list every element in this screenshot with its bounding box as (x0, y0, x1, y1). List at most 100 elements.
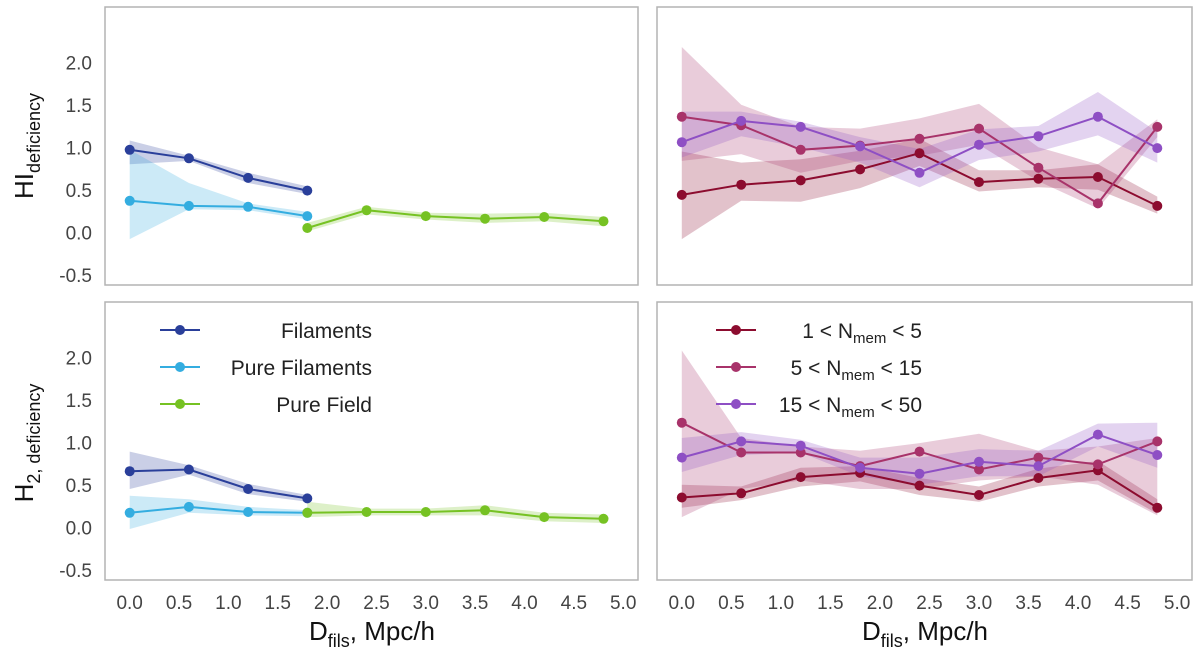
point-filaments (302, 493, 313, 504)
x-tick-label: 1.0 (215, 593, 241, 614)
point-filaments (302, 185, 313, 196)
point-5-nmem-15 (1152, 121, 1163, 132)
point-pure-field (361, 507, 372, 517)
point-5-nmem-15 (974, 123, 984, 134)
point-1-nmem-5 (736, 488, 747, 499)
x-tick-label: 3.0 (966, 593, 992, 614)
point-pure-field (480, 213, 490, 224)
x-tick-label: 2.0 (314, 593, 340, 614)
legend-marker-nmem-15-50 (731, 399, 741, 409)
panel-h2-environment: -0.5 0.0 0.5 1.0 1.5 2.0 0.0 0.5 1.0 1.5 2.0 2.5 3.0… (59, 301, 639, 614)
point-filaments (124, 466, 135, 477)
x-tick-label: 0.5 (718, 593, 744, 614)
point-filaments (183, 464, 194, 475)
point-pure-filaments (302, 211, 313, 222)
point-15-nmem-50 (736, 436, 747, 447)
legend-marker-pure-field (175, 399, 185, 409)
legend-label-nmem-15-50: 15 < Nmem < 50 (779, 394, 922, 421)
y-tick-label: 0.5 (66, 476, 92, 497)
x-tick-label: 4.0 (1065, 593, 1091, 614)
panel-hi-groups (656, 6, 1193, 286)
x-tick-label: 5.0 (1164, 593, 1190, 614)
y-tick-label: 2.0 (66, 53, 92, 74)
x-tick-label: 0.5 (166, 593, 192, 614)
point-1-nmem-5 (974, 177, 984, 188)
x-tick-label: 5.0 (610, 593, 636, 614)
point-1-nmem-5 (1152, 502, 1163, 513)
panel-frame (104, 6, 639, 286)
legend-label-nmem-1-5: 1 < Nmem < 5 (802, 320, 922, 347)
point-5-nmem-15 (974, 464, 984, 475)
point-5-nmem-15 (1033, 452, 1044, 463)
point-15-nmem-50 (1092, 429, 1103, 440)
line-pure-filaments (129, 505, 308, 514)
point-1-nmem-5 (1033, 173, 1044, 184)
point-15-nmem-50 (795, 121, 806, 132)
point-pure-field (598, 513, 609, 524)
point-pure-field (302, 507, 313, 518)
point-1-nmem-5 (795, 175, 806, 186)
point-1-nmem-5 (676, 492, 687, 503)
point-15-nmem-50 (974, 456, 984, 467)
band-filaments (129, 451, 308, 502)
y-tick-label: 0.0 (66, 223, 92, 244)
point-filaments (243, 172, 254, 183)
panel-frame (656, 6, 1193, 286)
legend-groups: 1 < Nmem < 5 5 < Nmem < 15 15 < Nmem < 5… (716, 320, 922, 421)
point-pure-field (302, 223, 313, 233)
legend-marker-pure-filaments (175, 362, 185, 372)
legend-marker-filaments (175, 325, 185, 335)
x-tick-label: 0.0 (669, 593, 695, 614)
legend-marker-nmem-1-5 (731, 325, 741, 335)
x-tick-label: 1.5 (817, 593, 843, 614)
y-tick-label: 2.0 (66, 348, 92, 369)
x-tick-label: 1.5 (265, 593, 291, 614)
band-pure-field (307, 206, 604, 232)
point-15-nmem-50 (914, 468, 925, 479)
x-axis-label-right: Dfils, Mpc/h (862, 616, 988, 651)
x-tick-label: 2.5 (363, 593, 389, 614)
point-pure-field (539, 512, 550, 523)
point-pure-filaments (243, 507, 254, 517)
x-tick-label: 3.5 (1015, 593, 1041, 614)
point-15-nmem-50 (855, 462, 866, 473)
point-pure-filaments (183, 200, 194, 211)
y-axis-label-h2: H2, deficiency (9, 384, 44, 503)
point-1-nmem-5 (795, 472, 806, 483)
band-pure-filaments (129, 149, 308, 240)
point-5-nmem-15 (736, 447, 747, 458)
y-tick-label: 1.0 (66, 433, 92, 454)
x-tick-label: 4.5 (1114, 593, 1140, 614)
legend-label-pure-field: Pure Field (276, 394, 372, 417)
point-15-nmem-50 (676, 137, 687, 148)
y-tick-label: 1.0 (66, 138, 92, 159)
point-pure-field (598, 216, 609, 227)
point-15-nmem-50 (855, 141, 866, 152)
line-filaments (129, 468, 308, 500)
point-pure-field (420, 507, 431, 517)
point-5-nmem-15 (676, 111, 687, 122)
panel-hi-environment: -0.5 0.0 0.5 1.0 1.5 2.0 (59, 6, 639, 287)
point-pure-field (361, 205, 372, 216)
line-filaments (129, 148, 308, 192)
point-15-nmem-50 (1152, 450, 1163, 460)
point-5-nmem-15 (1092, 459, 1103, 470)
point-pure-field (539, 212, 550, 222)
x-tick-label: 3.5 (462, 593, 488, 614)
point-15-nmem-50 (676, 452, 687, 463)
legend-label-nmem-5-15: 5 < Nmem < 15 (791, 357, 922, 384)
point-5-nmem-15 (795, 144, 806, 155)
point-15-nmem-50 (974, 139, 984, 150)
point-15-nmem-50 (914, 167, 925, 178)
point-1-nmem-5 (855, 164, 866, 175)
x-axis-label-left: Dfils, Mpc/h (309, 616, 435, 651)
x-tick-label: 2.0 (867, 593, 893, 614)
legend-label-filaments: Filaments (281, 320, 372, 343)
point-1-nmem-5 (914, 480, 925, 491)
point-filaments (183, 153, 194, 164)
x-tick-label: 3.0 (413, 593, 439, 614)
y-tick-label: 1.5 (66, 96, 92, 117)
y-axis-label-hi: HIdeficiency (9, 93, 44, 199)
point-15-nmem-50 (1152, 143, 1163, 154)
y-tick-label: 0.5 (66, 181, 92, 202)
